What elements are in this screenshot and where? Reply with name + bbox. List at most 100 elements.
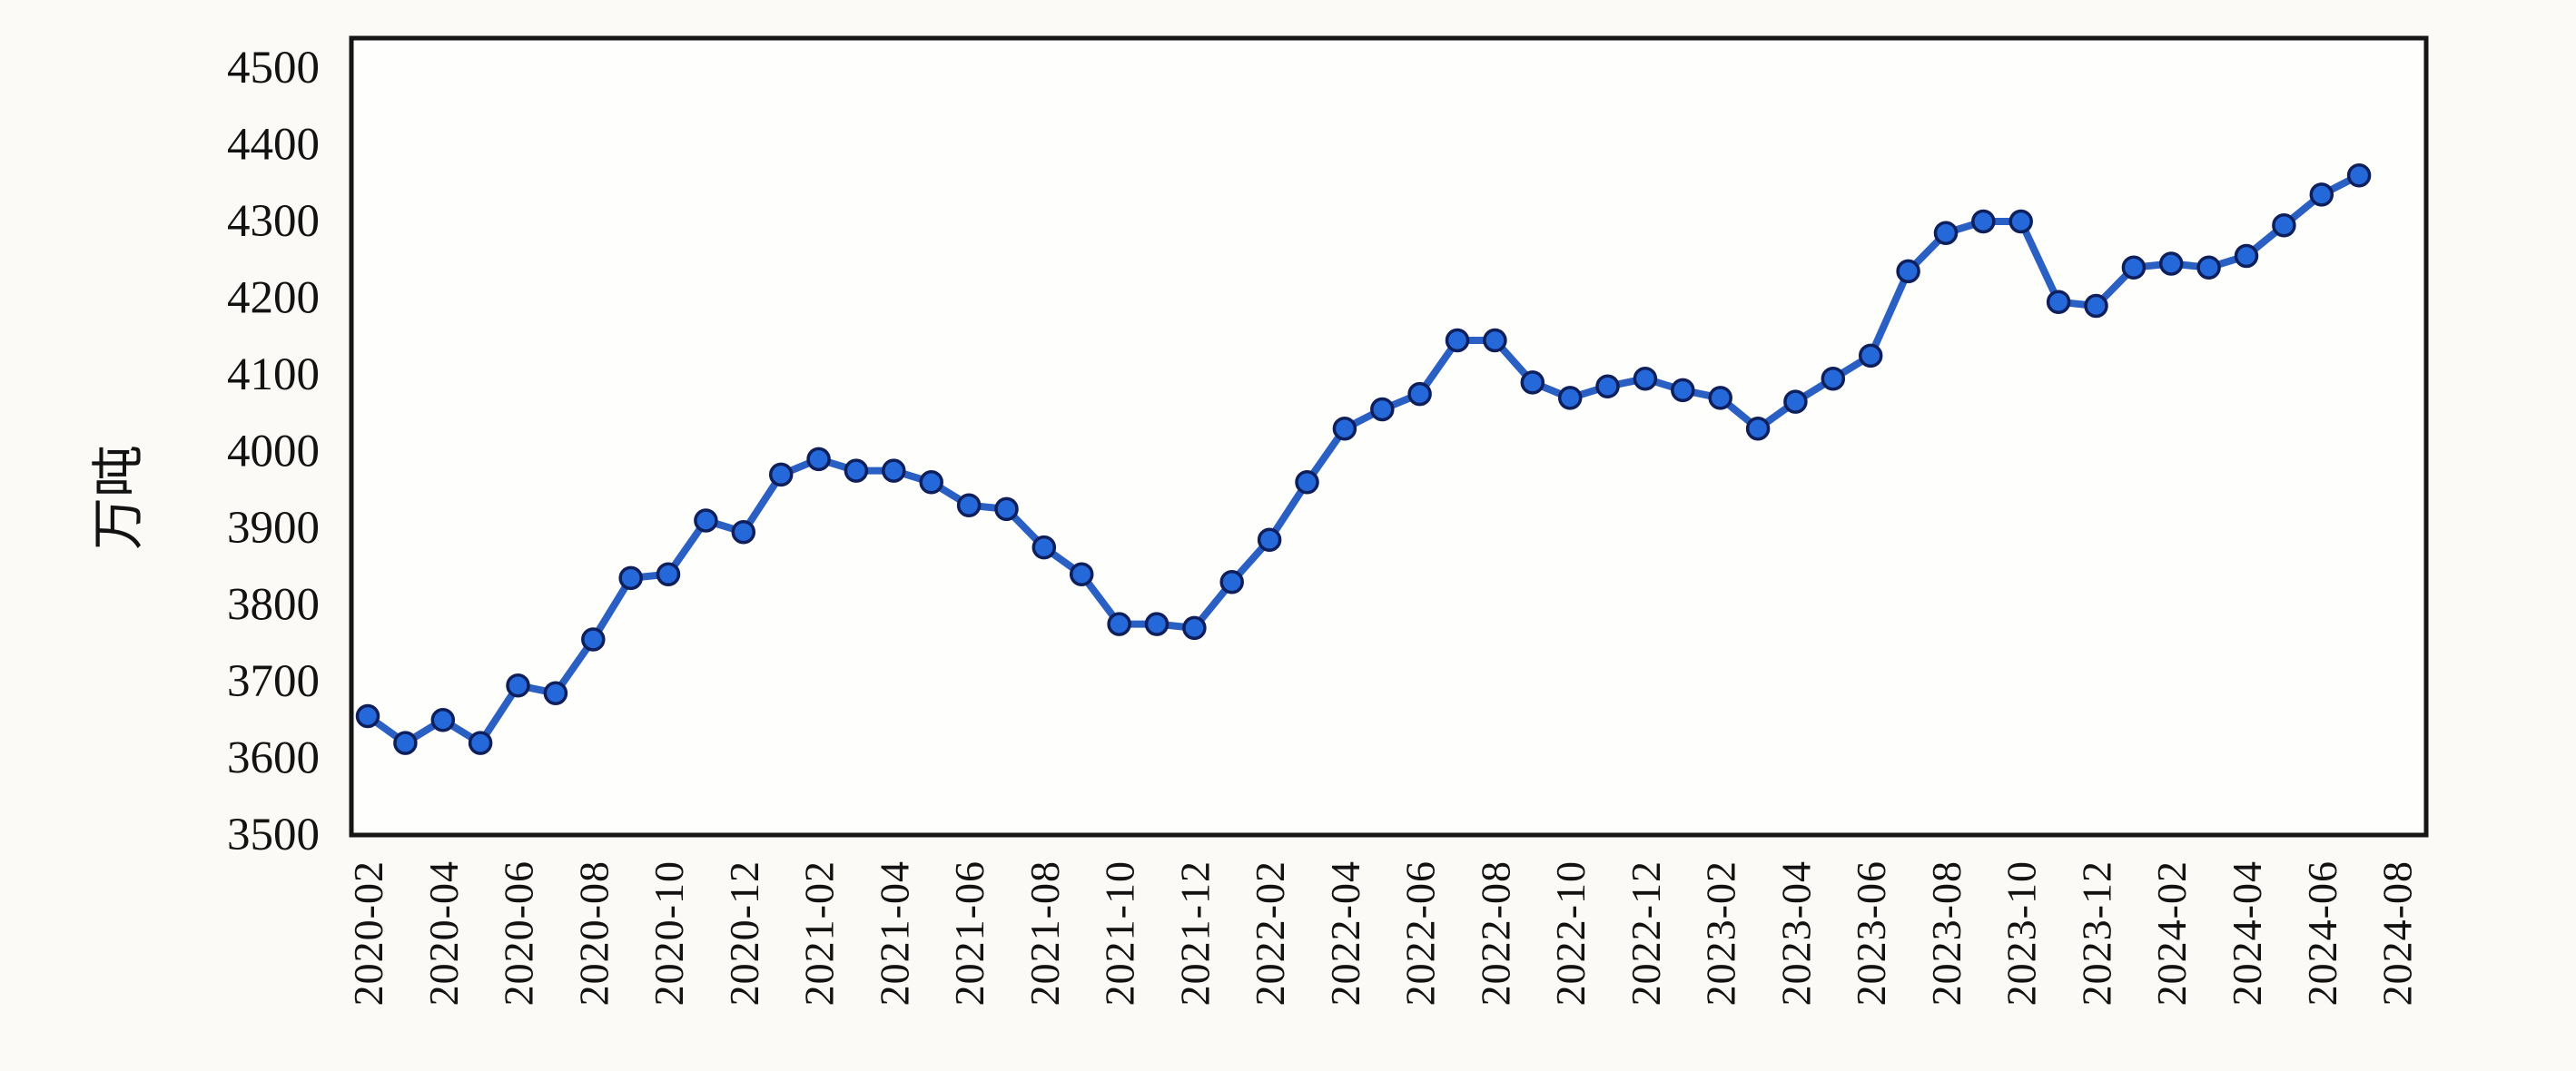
y-axis-tick-label: 4500 (227, 43, 320, 93)
x-axis-tick-label: 2021-10 (1097, 860, 1143, 1006)
data-point (2346, 163, 2372, 188)
x-axis-tick-label: 2024-08 (2374, 860, 2421, 1006)
data-point (1107, 612, 1131, 636)
data-point (543, 681, 568, 705)
data-point (731, 519, 756, 545)
x-axis-tick-label: 2022-08 (1472, 860, 1518, 1006)
x-axis-tick-label: 2020-12 (721, 860, 767, 1006)
data-point (1933, 221, 1959, 245)
data-point (1671, 378, 1695, 403)
x-axis-tick-label: 2020-02 (345, 860, 391, 1006)
data-point (1295, 470, 1319, 495)
x-axis-tick-label: 2023-06 (1848, 860, 1894, 1006)
data-point (1407, 381, 1432, 407)
y-axis-title: 万吨 (89, 445, 148, 550)
x-axis-tick-labels: 2020-02 2020-04 2020-06 2020-08 2020-10 2020-… (345, 860, 2421, 1006)
y-axis-tick-label: 4300 (227, 196, 320, 247)
data-point (1182, 615, 1207, 641)
data-series (355, 163, 2372, 755)
x-axis-tick-label: 2022-12 (1623, 860, 1669, 1006)
data-point (2158, 251, 2184, 276)
data-point (656, 562, 681, 586)
x-axis-tick-label: 2023-10 (1999, 860, 2045, 1006)
x-axis-tick-label: 2021-06 (946, 860, 992, 1006)
x-axis-tick-label: 2020-10 (646, 860, 692, 1006)
x-axis-tick-label: 2021-12 (1171, 860, 1218, 1006)
data-point (1858, 343, 1883, 368)
data-point (430, 708, 456, 732)
x-axis-tick-label: 2022-06 (1397, 860, 1444, 1006)
data-point (1219, 569, 1244, 594)
data-point (1745, 416, 1771, 441)
data-point (1821, 366, 1846, 391)
data-point (1520, 370, 1545, 395)
data-point (806, 447, 831, 472)
y-axis-tick-label: 3800 (227, 580, 320, 631)
data-point (2121, 255, 2147, 280)
data-point (1783, 389, 1808, 414)
x-axis-tick-label: 2021-04 (871, 860, 917, 1006)
x-axis-tick-label: 2024-02 (2148, 860, 2195, 1006)
y-axis-tick-label: 4000 (227, 427, 320, 477)
data-point (618, 565, 643, 591)
x-axis-tick-label: 2023-08 (1923, 860, 1969, 1006)
x-axis-tick-label: 2020-04 (420, 860, 467, 1006)
x-axis-tick-label: 2020-08 (570, 860, 617, 1006)
x-axis-tick-label: 2022-10 (1547, 860, 1594, 1006)
data-point (1257, 527, 1282, 552)
y-axis-tick-label: 4100 (227, 349, 320, 400)
data-point (1971, 209, 1996, 234)
data-point (393, 731, 418, 755)
y-axis-tick-label: 3700 (227, 656, 320, 707)
data-point (1483, 328, 1507, 353)
data-point (2234, 243, 2259, 269)
x-axis-tick-label: 2020-06 (496, 860, 542, 1006)
data-point (768, 462, 794, 487)
data-point (1633, 366, 1658, 391)
data-point (506, 673, 530, 698)
data-point (2008, 209, 2033, 234)
x-axis-tick-label: 2022-02 (1247, 860, 1293, 1006)
data-point (355, 703, 380, 729)
data-point (994, 496, 1019, 522)
data-point (1069, 562, 1094, 586)
x-axis-tick-label: 2024-06 (2299, 860, 2345, 1006)
x-axis-tick-label: 2024-04 (2224, 860, 2270, 1006)
data-point (1557, 386, 1583, 410)
data-point (1370, 397, 1395, 422)
x-axis-tick-label: 2021-02 (796, 860, 843, 1006)
data-point (2046, 290, 2071, 314)
y-axis-tick-label: 4200 (227, 273, 320, 324)
data-point (581, 627, 606, 652)
data-point (1445, 328, 1470, 353)
plot-area (349, 35, 2429, 838)
data-point (2196, 255, 2221, 280)
data-point (919, 470, 943, 495)
y-axis-tick-label: 4400 (227, 120, 320, 171)
data-point (468, 731, 493, 755)
data-point (1144, 612, 1170, 636)
data-point (1896, 259, 1920, 284)
x-axis-tick-label: 2023-04 (1772, 860, 1819, 1006)
data-point (956, 493, 982, 517)
y-axis-tick-label: 3900 (227, 503, 320, 554)
x-axis-tick-label: 2021-08 (1022, 860, 1068, 1006)
data-point (1332, 416, 1357, 441)
data-point (882, 458, 906, 483)
data-point (2309, 182, 2334, 207)
data-point (694, 508, 718, 533)
x-axis-tick-label: 2023-12 (2073, 860, 2119, 1006)
data-point (2084, 293, 2108, 319)
data-point (1595, 374, 1620, 398)
x-axis-tick-label: 2022-04 (1322, 860, 1368, 1006)
y-axis-tick-label: 3500 (227, 810, 320, 860)
data-point (844, 458, 869, 483)
data-point (1031, 535, 1057, 560)
y-axis-tick-labels: 4500 4400 4300 4200 4100 4000 3900 3800 3700 3600… (227, 43, 320, 860)
data-point (1708, 386, 1732, 410)
data-point (2272, 212, 2296, 238)
y-axis-tick-label: 3600 (227, 733, 320, 784)
x-axis-tick-label: 2023-02 (1698, 860, 1744, 1006)
